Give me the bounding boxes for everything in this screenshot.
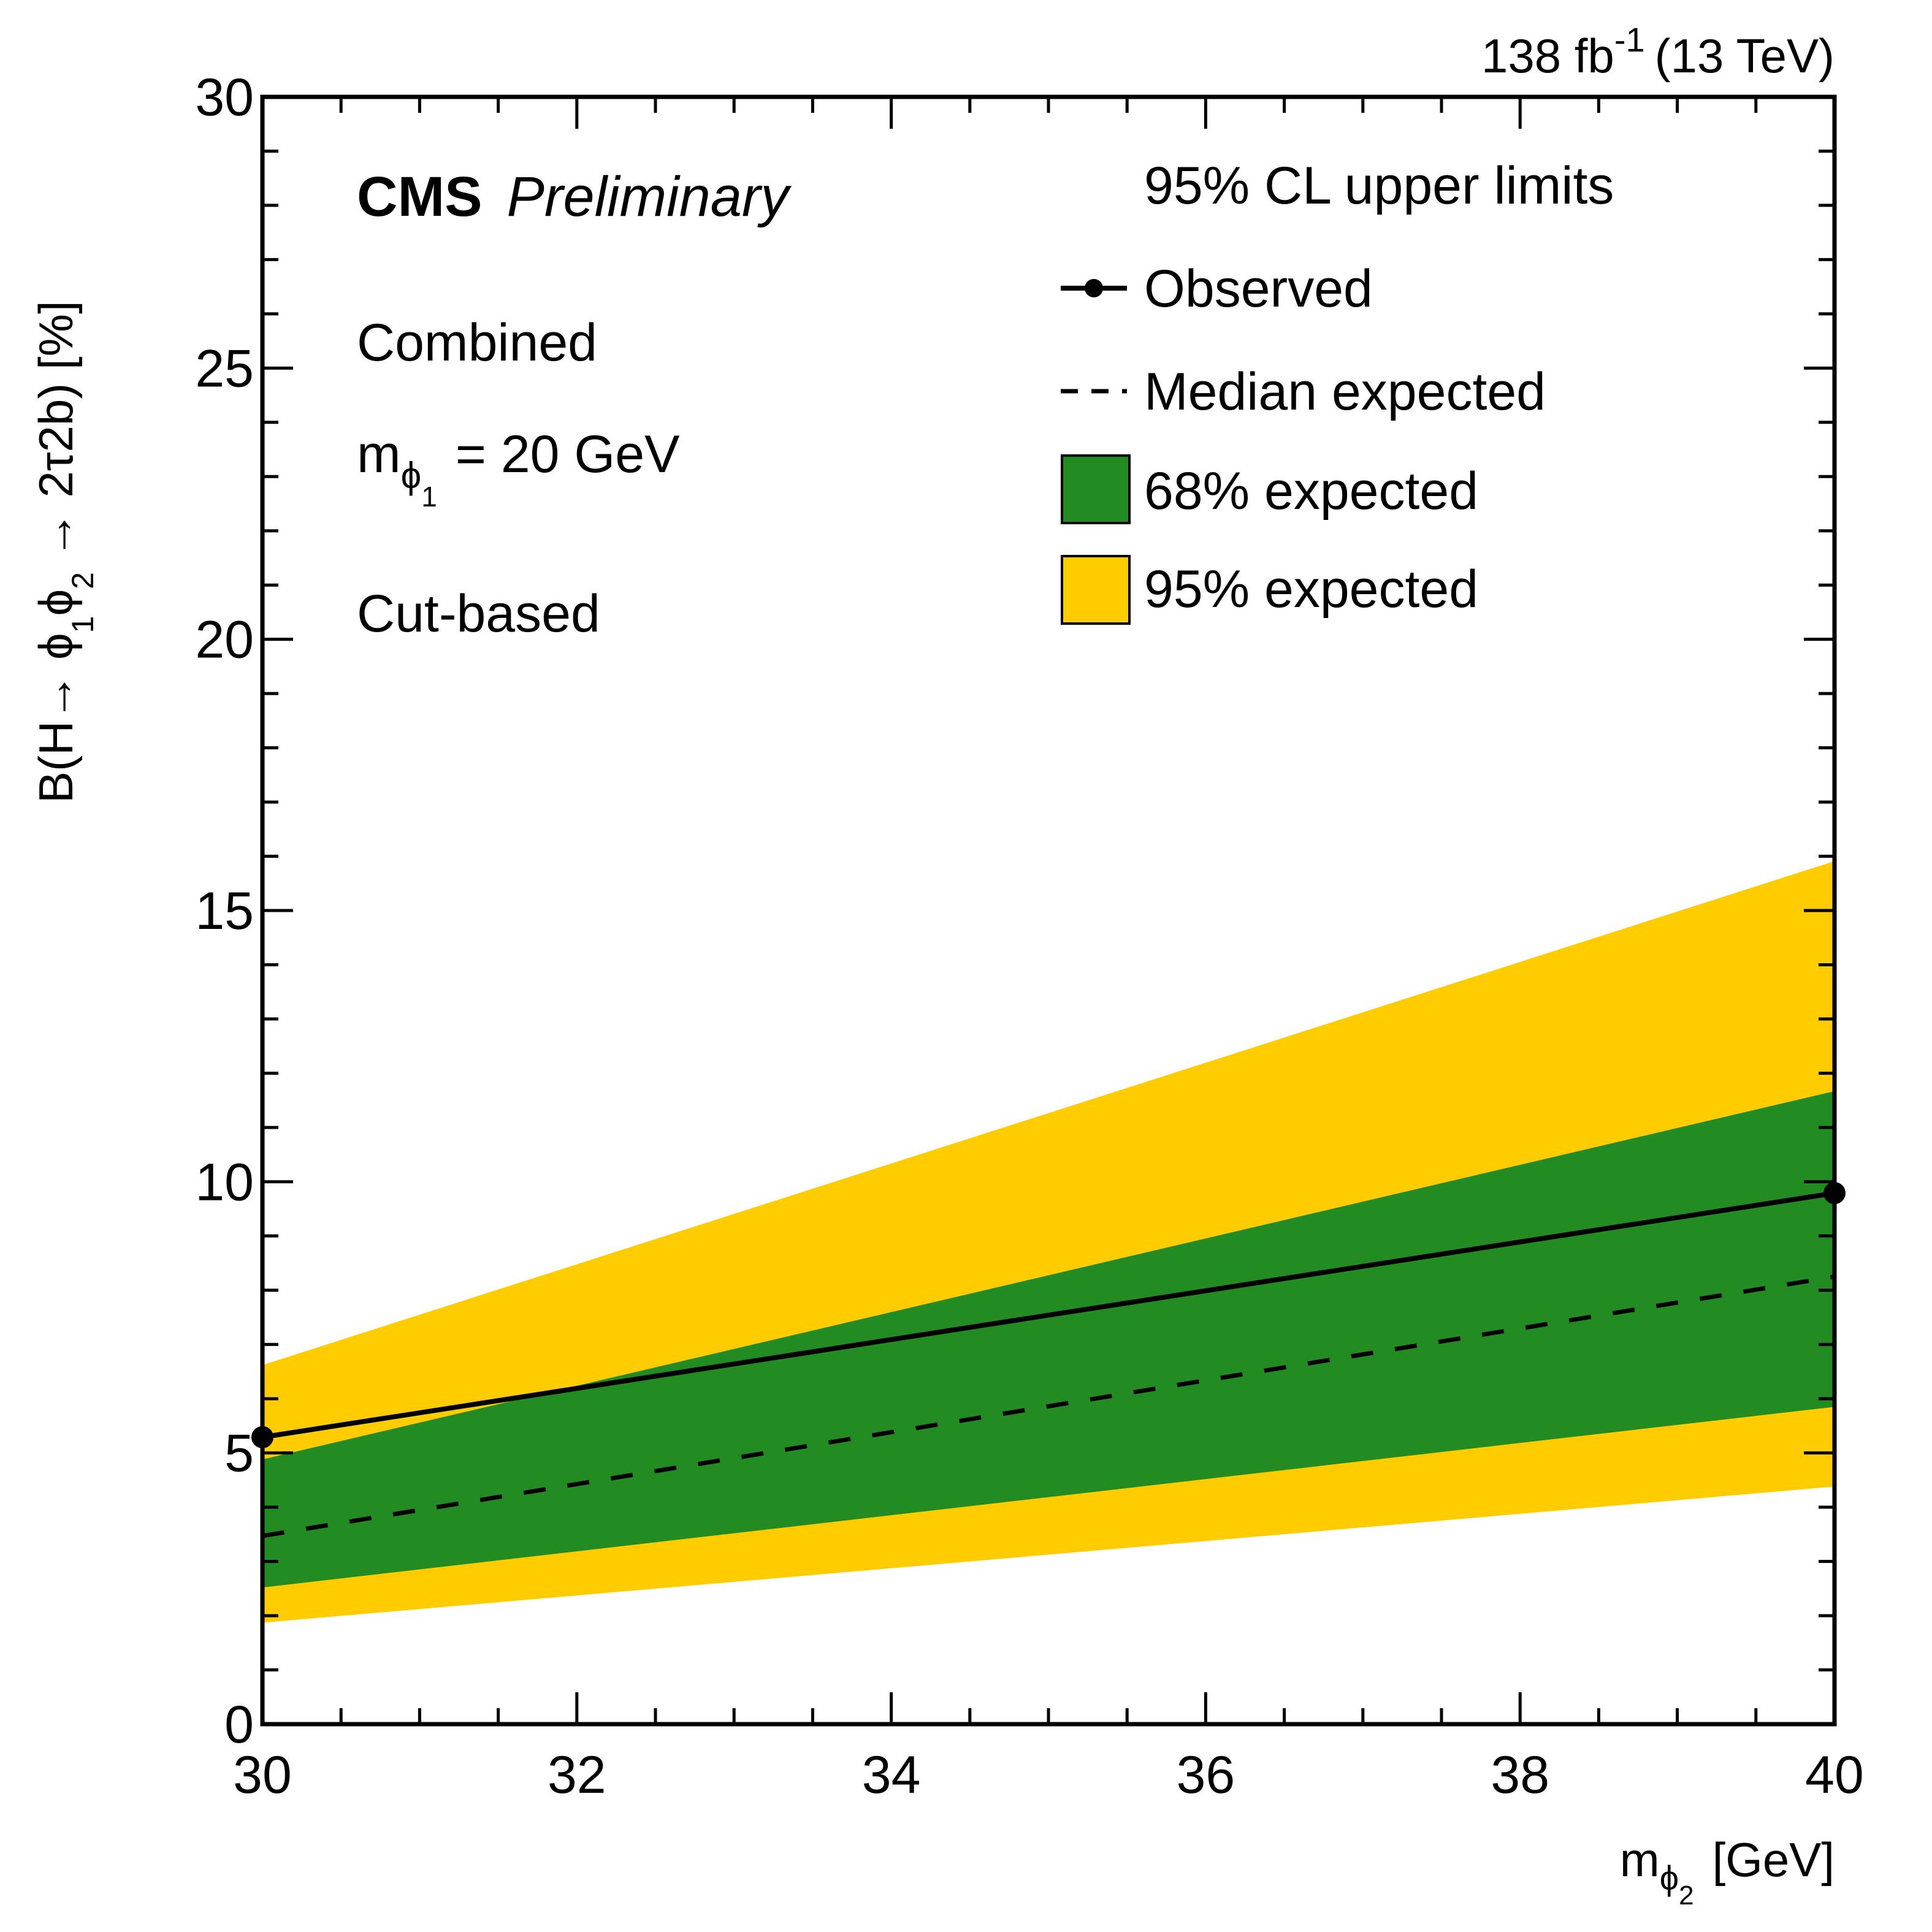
mass-label: mϕ1 = 20 GeV <box>357 425 680 513</box>
energy-label: (13 TeV) <box>1655 29 1835 83</box>
x-tick-label: 34 <box>862 1746 921 1804</box>
y-tick-label: 30 <box>195 68 254 127</box>
axis-ticks <box>261 95 1836 1726</box>
x-tick-label: 36 <box>1177 1746 1235 1804</box>
observed-line <box>262 1190 1835 1440</box>
analysis-label: Combined <box>357 313 597 372</box>
x-axis-title: mϕ2[GeV] <box>1620 1833 1835 1911</box>
legend-95-label: 95% expected <box>1144 560 1478 619</box>
x-tick-label: 40 <box>1805 1746 1864 1804</box>
expected-bands <box>262 861 1835 1623</box>
cms-label: CMS Preliminary <box>357 166 792 228</box>
lumi-label: 138 fb-1 (13 TeV) <box>1481 20 1835 83</box>
band-68-expected <box>262 1091 1835 1588</box>
y-tick-label: 0 <box>224 1695 254 1754</box>
y-tick-label: 5 <box>224 1424 254 1483</box>
x-tick-label: 32 <box>548 1746 606 1804</box>
legend-95-swatch-icon <box>1061 555 1131 625</box>
legend-68-label: 68% expected <box>1144 462 1478 521</box>
legend-median-label: Median expected <box>1144 362 1546 421</box>
legend-title: 95% CL upper limits <box>1144 156 1614 215</box>
axis-tick-labels: 0 5 10 15 20 25 30 30 32 34 36 38 40 <box>195 68 1864 1804</box>
legend-entry-observed: Observed <box>1061 259 1373 318</box>
legend-entry-95: 95% expected <box>1061 555 1478 625</box>
legend: 95% CL upper limits Observed Median expe… <box>1061 156 1614 625</box>
method-label: Cut-based <box>357 584 600 643</box>
y-axis-title: B(H→ ϕ1ϕ2 → 2τ2b) [%] <box>29 300 100 803</box>
y-tick-label: 10 <box>195 1153 254 1212</box>
x-tick-label: 38 <box>1491 1746 1549 1804</box>
median-expected-line <box>262 1274 1835 1538</box>
legend-entry-68: 68% expected <box>1061 454 1478 524</box>
y-tick-label: 15 <box>195 882 254 941</box>
legend-observed-marker-icon <box>1085 279 1103 297</box>
legend-entry-median: Median expected <box>1061 362 1546 421</box>
y-tick-label: 20 <box>195 611 254 670</box>
preliminary-label: Preliminary <box>506 166 792 228</box>
y-tick-label: 25 <box>195 339 254 398</box>
x-tick-label: 30 <box>233 1746 292 1804</box>
lumi-exponent: -1 <box>1614 20 1645 59</box>
legend-observed-label: Observed <box>1144 259 1373 318</box>
legend-68-swatch-icon <box>1061 454 1131 524</box>
